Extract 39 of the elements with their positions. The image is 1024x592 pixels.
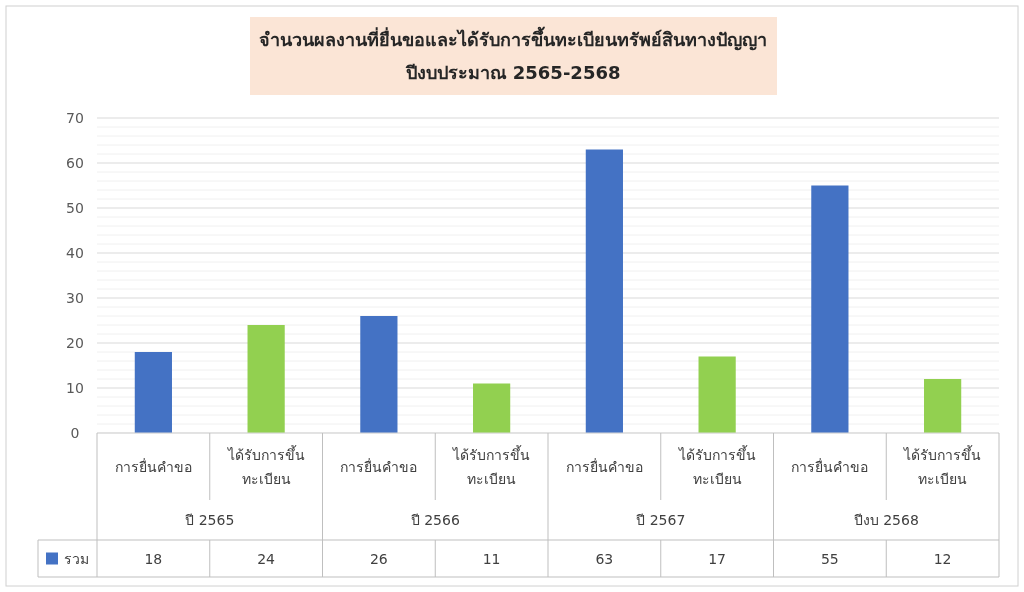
data-label: 55 xyxy=(819,549,840,569)
x-tick-label: การยื่นคำขอ xyxy=(113,457,193,477)
x-tick-label: ได้รับการขึ้นทะเบียน xyxy=(451,444,532,489)
bar xyxy=(134,352,172,433)
data-label: 11 xyxy=(481,549,502,569)
y-tick-label: 50 xyxy=(66,200,84,216)
y-tick-label: 60 xyxy=(66,155,84,171)
y-tick-label: 70 xyxy=(66,110,84,126)
bar xyxy=(698,356,736,433)
x-tick-label: ได้รับการขึ้นทะเบียน xyxy=(677,444,757,489)
data-label: 17 xyxy=(707,549,728,569)
chart-title: จำนวนผลงานที่ยื่นขอและได้รับการขึ้นทะเบียนทรัพย์สินทางปัญญา xyxy=(259,26,767,51)
data-label: 63 xyxy=(594,549,615,569)
text: ปี 2567 xyxy=(635,511,687,530)
bar xyxy=(585,149,623,433)
legend-label: รวม xyxy=(64,550,89,567)
text: ปี 2565 xyxy=(184,511,236,530)
x-tick-label: ได้รับการขึ้นทะเบียน xyxy=(226,444,306,489)
x-tick-label: การยื่นคำขอ xyxy=(564,457,644,477)
bar xyxy=(924,379,962,433)
x-tick-label: การยื่นคำขอ xyxy=(790,457,870,477)
bar xyxy=(473,383,511,433)
text: ปี 2566 xyxy=(409,511,461,530)
y-tick-label: 10 xyxy=(66,380,84,396)
data-label: 18 xyxy=(143,549,164,569)
data-label: 26 xyxy=(368,549,389,569)
bar xyxy=(247,325,285,433)
text: ปีงบ 2568 xyxy=(852,511,920,530)
data-label: 12 xyxy=(932,549,953,569)
y-tick-label: 40 xyxy=(66,245,84,261)
bar xyxy=(811,185,849,433)
y-tick-label: 0 xyxy=(70,425,80,441)
bar xyxy=(360,316,398,433)
chart-subtitle: ปีงบประมาณ 2565-2568 xyxy=(404,62,621,83)
x-tick-label: ได้รับการขึ้นทะเบียน xyxy=(902,444,983,489)
x-tick-label: การยื่นคำขอ xyxy=(339,457,419,477)
y-tick-label: 20 xyxy=(66,335,84,351)
y-tick-label: 30 xyxy=(66,290,84,306)
data-label: 24 xyxy=(256,549,277,569)
